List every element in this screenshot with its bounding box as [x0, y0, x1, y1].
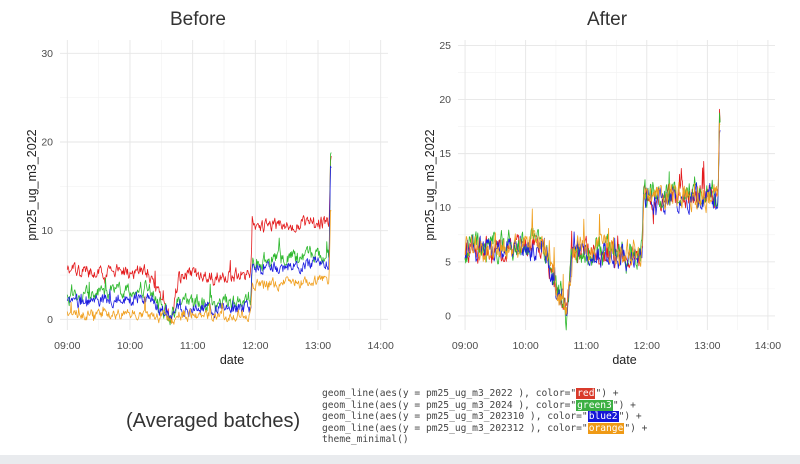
y-tick-label: 15 [439, 148, 451, 160]
chart-title: Before [170, 9, 226, 30]
x-tick-label: 09:00 [54, 340, 80, 352]
color-highlight: orange [587, 422, 625, 434]
x-tick-label: 09:00 [452, 340, 478, 352]
code-text: ") + [595, 388, 619, 399]
series-line [66, 209, 332, 325]
color-highlight: red [576, 388, 596, 399]
x-tick-label: 13:00 [694, 340, 720, 352]
series-line [66, 165, 332, 320]
after-chart: 0 5 10 15 20 25 09:00 10:00 11:00 12:00 13:00 14:00… [423, 9, 781, 367]
color-highlight: green3 [576, 399, 613, 411]
code-text: ") + [618, 411, 642, 423]
y-tick-label: 10 [41, 225, 53, 237]
x-tick-label: 11:00 [573, 340, 599, 352]
chart-title: After [587, 9, 628, 30]
y-tick-label: 0 [445, 310, 451, 322]
code-text: geom_line(aes(y = pm25_ug_m3_2024 ), col… [322, 399, 577, 411]
code-text: geom_line(aes(y = pm25_ug_m3_2022 ), col… [322, 388, 577, 399]
x-tick-label: 10:00 [512, 340, 538, 352]
code-text: ") + [612, 399, 636, 411]
bottom-strip [0, 455, 800, 464]
y-tick-label: 5 [445, 256, 451, 268]
series-line [464, 123, 721, 315]
y-tick-label: 30 [41, 48, 53, 60]
x-tick-label: 13:00 [305, 340, 331, 352]
x-tick-label: 14:00 [368, 340, 394, 352]
x-axis-title: date [612, 353, 636, 367]
y-tick-label: 20 [439, 94, 451, 106]
code-line: theme_minimal() [322, 434, 647, 446]
x-tick-label: 10:00 [117, 340, 143, 352]
code-line: geom_line(aes(y = pm25_ug_m3_202310 ), c… [322, 411, 647, 423]
color-highlight: blue2 [587, 411, 619, 423]
x-tick-label: 11:00 [180, 340, 206, 352]
before-chart: 0 10 20 30 09:00 10:00 11:00 12:00 13:00 14:00 dat… [25, 9, 394, 367]
series-line [464, 112, 721, 331]
series-line [66, 155, 332, 324]
code-text: theme_minimal() [322, 434, 409, 446]
y-axis-title: pm25_ug_m3_2022 [423, 129, 437, 240]
x-axis-title: date [220, 353, 244, 367]
series-line [66, 152, 332, 326]
y-tick-label: 20 [41, 136, 53, 148]
series-line [464, 108, 721, 310]
code-line: geom_line(aes(y = pm25_ug_m3_2024 ), col… [322, 399, 647, 412]
x-tick-label: 14:00 [755, 340, 781, 352]
x-tick-label: 12:00 [634, 340, 660, 352]
series-line [464, 130, 721, 316]
code-text: geom_line(aes(y = pm25_ug_m3_202312 ), c… [322, 422, 588, 434]
y-tick-label: 0 [47, 314, 53, 326]
code-snippet: geom_line(aes(y = pm25_ug_m3_2022 ), col… [322, 388, 647, 446]
code-line: geom_line(aes(y = pm25_ug_m3_2022 ), col… [322, 388, 647, 400]
y-tick-label: 10 [439, 202, 451, 214]
code-text: geom_line(aes(y = pm25_ug_m3_202310 ), c… [322, 411, 588, 423]
y-tick-label: 25 [439, 40, 451, 52]
y-axis-title: pm25_ug_m3_2022 [25, 129, 39, 240]
caption-text: (Averaged batches) [126, 410, 301, 432]
code-line: geom_line(aes(y = pm25_ug_m3_202312 ), c… [322, 422, 648, 435]
code-text: ") + [624, 422, 648, 434]
x-tick-label: 12:00 [242, 340, 268, 352]
